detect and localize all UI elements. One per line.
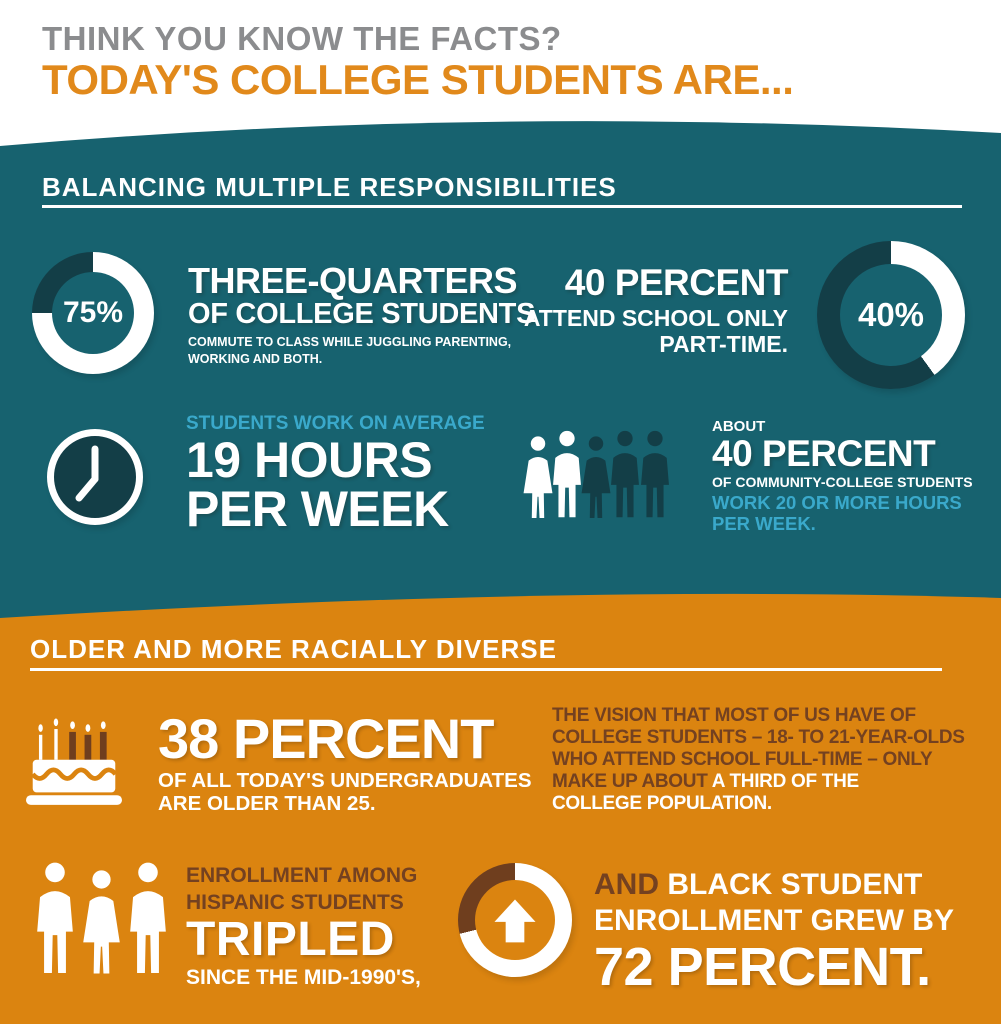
fact-commute: THREE-QUARTERS OF COLLEGE STUDENTS COMMU…	[188, 263, 535, 367]
man-figure-white-icon	[130, 862, 166, 974]
fact-work-hours: STUDENTS WORK ON AVERAGE 19 HOURS PER WE…	[186, 413, 485, 534]
fact-work-hours-line1: 19 HOURS	[186, 432, 433, 488]
orange-section-top-curve	[0, 593, 1001, 620]
fact-black-enrollment: AND BLACK STUDENT ENROLLMENT GREW BY 72 …	[594, 867, 954, 997]
fact-hispanic-headline: TRIPLED	[186, 913, 395, 966]
fact-commute-detail-1: COMMUTE TO CLASS WHILE JUGGLING PARENTIN…	[188, 335, 512, 349]
fact-cc-kicker: ABOUT	[712, 418, 766, 435]
fact-age-headline: 38 PERCENT	[158, 707, 494, 770]
fact-work-hours-line2: PER WEEK	[186, 481, 449, 537]
man-figure-dark-icon	[611, 430, 639, 518]
donut-chart-75-percent-icon: 75%	[32, 252, 154, 374]
paragraph-line: THE VISION THAT MOST OF US HAVE OF	[552, 705, 916, 726]
fact-older-students: 38 PERCENT OF ALL TODAY'S UNDERGRADUATES…	[158, 707, 532, 816]
clock-icon	[47, 429, 143, 525]
fact-black-headline: 72 PERCENT.	[594, 937, 931, 997]
fact-black-line2: ENROLLMENT GREW BY	[594, 903, 954, 937]
section1-underline	[42, 205, 962, 208]
fact-parttime-line3: PART-TIME.	[659, 331, 788, 357]
fact-commute-detail-2: WORKING AND BOTH.	[188, 351, 323, 366]
birthday-cake-icon	[26, 718, 122, 805]
fact-black-line1: AND BLACK STUDENT	[594, 868, 923, 901]
fact-hispanic-line4: SINCE THE MID-1990'S,	[186, 966, 421, 989]
woman-figure-dark-icon	[581, 436, 611, 518]
teal-section-top-curve	[0, 121, 1001, 150]
fact-commute-subhead: OF COLLEGE STUDENTS	[188, 298, 536, 330]
woman-figure-white-icon	[83, 870, 120, 974]
section2-title: OLDER AND MORE RACIALLY DIVERSE	[30, 634, 557, 664]
paragraph-line: MAKE UP ABOUT A THIRD OF THE	[552, 771, 859, 792]
header-kicker: THINK YOU KNOW THE FACTS?	[42, 20, 562, 57]
fact-age-line3: ARE OLDER THAN 25.	[158, 792, 376, 815]
section1-title: BALANCING MULTIPLE RESPONSIBILITIES	[42, 172, 617, 202]
donut-75-label: 75%	[52, 272, 134, 354]
man-figure-white-icon	[37, 862, 73, 974]
up-arrow-icon	[475, 880, 555, 960]
fact-age-line2: OF ALL TODAY'S UNDERGRADUATES	[158, 769, 532, 792]
donut-chart-40-percent-icon: 40%	[817, 241, 965, 389]
fact-community-college: ABOUT 40 PERCENT OF COMMUNITY-COLLEGE ST…	[712, 418, 973, 534]
teal-section-background	[0, 148, 1001, 620]
fact-parttime: 40 PERCENT ATTEND SCHOOL ONLY PART-TIME.	[505, 262, 789, 358]
vision-paragraph: THE VISION THAT MOST OF US HAVE OF COLLE…	[552, 705, 982, 815]
paragraph-line: COLLEGE STUDENTS – 18- TO 21-YEAR-OLDS	[552, 727, 965, 748]
man-figure-white-icon	[553, 430, 581, 518]
fact-cc-line3: WORK 20 OR MORE HOURS	[712, 492, 962, 513]
fact-commute-headline: THREE-QUARTERS	[188, 260, 518, 301]
fact-hispanic-enrollment: ENROLLMENT AMONG HISPANIC STUDENTS TRIPL…	[186, 862, 421, 991]
donut-40-label: 40%	[840, 264, 942, 366]
man-figure-dark-icon	[641, 430, 669, 518]
fact-hispanic-line2: HISPANIC STUDENTS	[186, 891, 404, 914]
paragraph-line: WHO ATTEND SCHOOL FULL-TIME – ONLY	[552, 749, 933, 770]
paragraph-line: COLLEGE POPULATION.	[552, 793, 772, 814]
page-title: TODAY'S COLLEGE STUDENTS ARE...	[42, 56, 794, 103]
fact-hispanic-line1: ENROLLMENT AMONG	[186, 864, 418, 887]
hispanic-students-icon	[30, 860, 171, 978]
students-group-icon	[521, 424, 673, 526]
fact-parttime-line2: ATTEND SCHOOL ONLY	[523, 305, 788, 331]
fact-cc-headline: 40 PERCENT	[712, 433, 936, 474]
fact-cc-line4: PER WEEK.	[712, 513, 816, 534]
growth-donut-icon	[458, 863, 572, 977]
fact-parttime-headline: 40 PERCENT	[564, 262, 789, 303]
fact-work-hours-kicker: STUDENTS WORK ON AVERAGE	[186, 413, 485, 434]
fact-cc-subhead: OF COMMUNITY-COLLEGE STUDENTS	[712, 474, 973, 490]
woman-figure-white-icon	[523, 436, 553, 518]
section2-underline	[30, 668, 942, 671]
